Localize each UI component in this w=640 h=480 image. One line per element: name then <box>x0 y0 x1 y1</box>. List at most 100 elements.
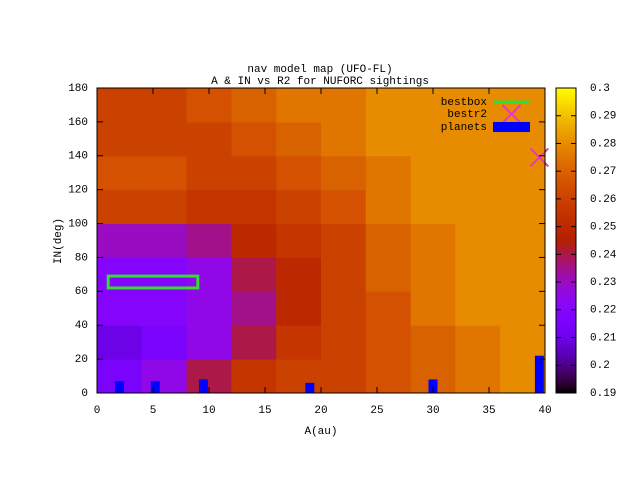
y-axis-label: IN(deg) <box>53 218 65 264</box>
heat-cell <box>97 121 143 157</box>
x-tick-label: 10 <box>202 405 215 417</box>
colorbar-tick-label: 0.19 <box>590 388 616 400</box>
legend-label: bestbox <box>441 97 488 109</box>
y-tick-label: 100 <box>68 218 88 230</box>
heat-cell <box>321 189 367 225</box>
heat-cell <box>365 291 412 326</box>
y-tick-label: 0 <box>81 388 88 400</box>
heat-cell <box>321 223 367 258</box>
colorbar-tick-label: 0.2 <box>590 360 610 372</box>
heat-cell <box>500 189 546 225</box>
heat-cell <box>97 189 143 225</box>
colorbar-tick-label: 0.23 <box>590 277 616 289</box>
best-box <box>106 274 200 290</box>
colorbar-tick-label: 0.24 <box>590 249 617 261</box>
colorbar-tick-label: 0.21 <box>590 332 617 344</box>
heat-cell <box>410 325 456 360</box>
heat-cell <box>321 257 367 292</box>
heat-cell <box>97 88 143 123</box>
heat-cell <box>500 223 546 258</box>
heat-cell <box>276 325 322 360</box>
heat-cell <box>410 121 456 157</box>
heat-cell <box>141 121 188 157</box>
heat-cell <box>500 325 546 360</box>
chart-title: nav model map (UFO-FL) <box>247 64 392 76</box>
heat-cell <box>455 223 501 258</box>
heat-cell <box>97 291 143 326</box>
heat-cell <box>365 359 412 394</box>
heat-cell <box>455 325 501 360</box>
x-tick-label: 25 <box>370 405 383 417</box>
colorbar-tick-label: 0.3 <box>590 83 610 95</box>
heat-cell <box>455 155 501 191</box>
heat-cell <box>186 121 232 157</box>
heat-cell <box>455 359 501 394</box>
heat-cell <box>141 359 188 394</box>
heat-cell <box>186 189 232 225</box>
heat-cell <box>321 325 367 360</box>
heat-cell <box>365 257 412 292</box>
heat-cell <box>231 88 277 123</box>
heat-cell <box>276 359 322 394</box>
heat-cell <box>276 257 322 292</box>
x-tick-label: 15 <box>258 405 271 417</box>
heat-cell <box>276 189 322 225</box>
heat-cell <box>410 291 456 326</box>
planet-bar <box>534 355 544 393</box>
y-tick-label: 120 <box>68 185 88 197</box>
x-tick-label: 30 <box>426 405 439 417</box>
planet-bar <box>198 379 208 393</box>
heat-cell <box>97 223 143 258</box>
y-tick-label: 40 <box>75 320 88 332</box>
heat-cell <box>97 325 143 360</box>
heat-cell <box>321 291 367 326</box>
heat-cell <box>231 189 277 225</box>
planet-bar <box>150 381 160 393</box>
heat-cell <box>321 155 367 191</box>
heat-cell <box>365 223 412 258</box>
heat-cell <box>410 223 456 258</box>
heat-cell <box>231 291 277 326</box>
x-tick-label: 5 <box>150 405 157 417</box>
heat-cell <box>141 155 188 191</box>
heat-cell <box>321 121 367 157</box>
heat-cell <box>365 155 412 191</box>
heat-cell <box>276 291 322 326</box>
heat-cell <box>500 257 546 292</box>
x-tick-label: 35 <box>482 405 495 417</box>
heat-cell <box>500 155 546 191</box>
y-tick-label: 80 <box>75 252 88 264</box>
y-tick-label: 60 <box>75 286 88 298</box>
heat-cell <box>276 223 322 258</box>
heat-cell <box>365 88 412 123</box>
x-axis-label: A(au) <box>304 426 337 438</box>
x-tick-label: 20 <box>314 405 327 417</box>
heat-cell <box>276 155 322 191</box>
heat-cell <box>455 291 501 326</box>
heat-cell <box>410 155 456 191</box>
legend-label: bestr2 <box>447 109 487 121</box>
colorbar-tick-label: 0.28 <box>590 138 616 150</box>
heat-cell <box>500 291 546 326</box>
heat-cell <box>141 189 188 225</box>
x-tick-label: 0 <box>94 405 101 417</box>
heat-cell <box>455 88 501 123</box>
legend-swatch <box>501 104 522 124</box>
heat-cell <box>231 257 277 292</box>
heat-cell <box>410 189 456 225</box>
heat-cell <box>455 189 501 225</box>
heat-cell <box>141 325 188 360</box>
heat-cell <box>455 257 501 292</box>
heat-cell <box>276 88 322 123</box>
colorbar-tick-label: 0.26 <box>590 194 616 206</box>
colorbar-tick-label: 0.22 <box>590 305 616 317</box>
planet-bar <box>114 381 124 393</box>
planet-bar <box>305 382 315 393</box>
heat-cell <box>321 359 367 394</box>
heat-cell <box>365 121 412 157</box>
x-tick-label: 40 <box>538 405 551 417</box>
heat-cell <box>365 325 412 360</box>
heat-cell <box>231 325 277 360</box>
planet-bar <box>428 379 438 393</box>
